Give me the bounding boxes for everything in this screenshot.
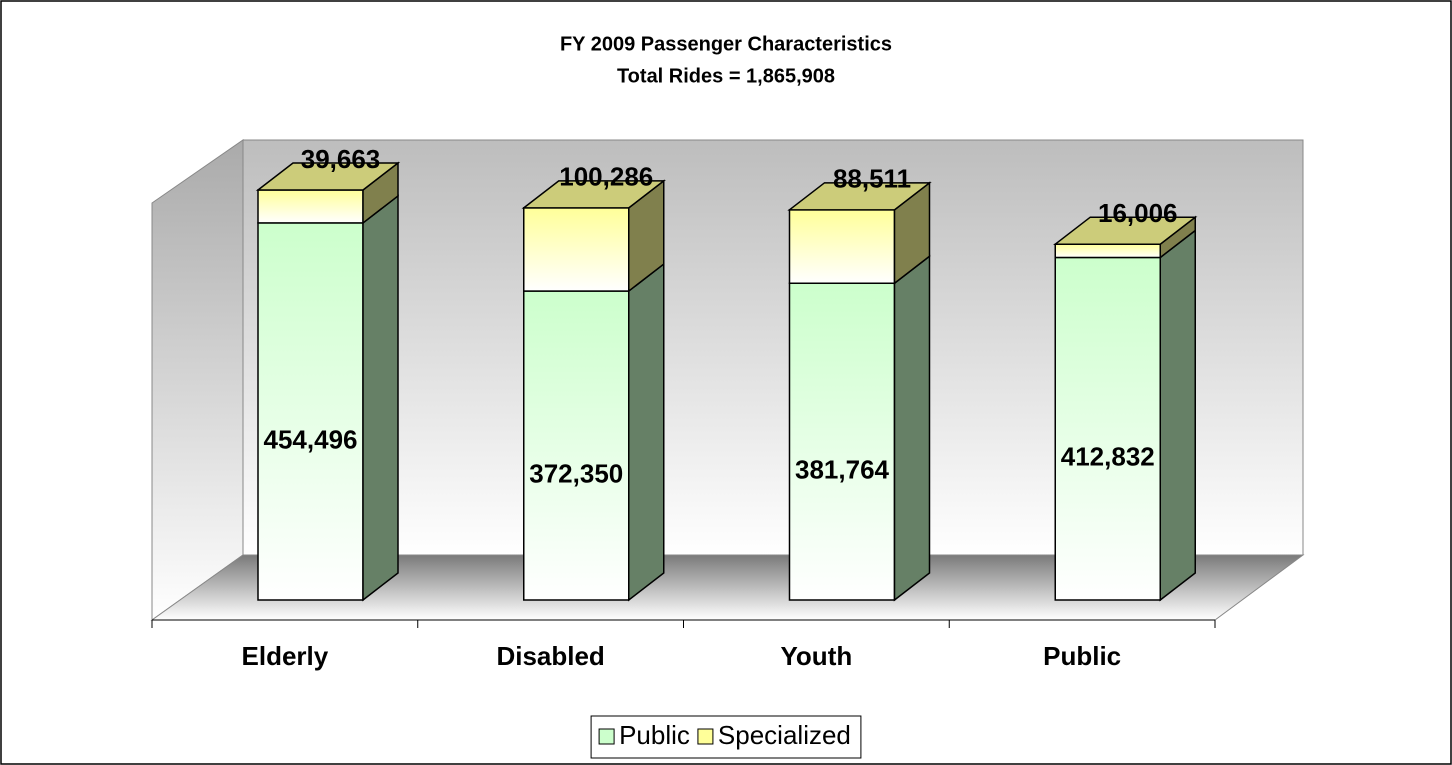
- side-wall: [151, 139, 244, 621]
- bar-segment: [1054, 256, 1161, 601]
- x-tick-label: Public: [1043, 641, 1121, 671]
- bar-side: [362, 194, 399, 602]
- chart-title: FY 2009 Passenger Characteristics: [560, 33, 892, 55]
- data-label: 381,764: [795, 455, 890, 485]
- bar-top: [787, 182, 932, 211]
- bar-segment: [1054, 243, 1161, 259]
- x-tick-label: Youth: [781, 641, 853, 671]
- data-label: 372,350: [529, 458, 623, 488]
- bar-segment: [788, 282, 896, 601]
- legend-box: [590, 715, 862, 759]
- bar-top: [521, 180, 666, 209]
- x-tick-label: Elderly: [242, 641, 329, 671]
- bar-segment: [523, 290, 630, 601]
- data-label: 16,006: [1098, 198, 1178, 228]
- bar-top: [255, 162, 401, 191]
- legend-label: Public: [619, 720, 690, 750]
- legend-label: Specialized: [718, 720, 851, 750]
- bar-segment: [523, 207, 630, 292]
- bar-segment: [257, 222, 364, 601]
- x-tick-label: Disabled: [496, 641, 604, 671]
- legend-swatch: [697, 728, 714, 745]
- bar-segment: [257, 189, 364, 224]
- bar-side: [893, 254, 931, 602]
- data-label: 100,286: [559, 162, 653, 192]
- data-label: 454,496: [264, 424, 358, 454]
- data-label: 412,832: [1061, 442, 1155, 472]
- bar-segment: [788, 209, 896, 285]
- data-label: 39,663: [301, 144, 381, 174]
- data-label: 88,511: [833, 164, 911, 194]
- chart-subtitle: Total Rides = 1,865,908: [617, 65, 835, 87]
- bar-side: [628, 262, 665, 602]
- legend: Public Specialized: [590, 715, 862, 759]
- bar-top: [1053, 216, 1198, 245]
- legend-swatch: [598, 728, 615, 745]
- bar-side: [1159, 228, 1196, 602]
